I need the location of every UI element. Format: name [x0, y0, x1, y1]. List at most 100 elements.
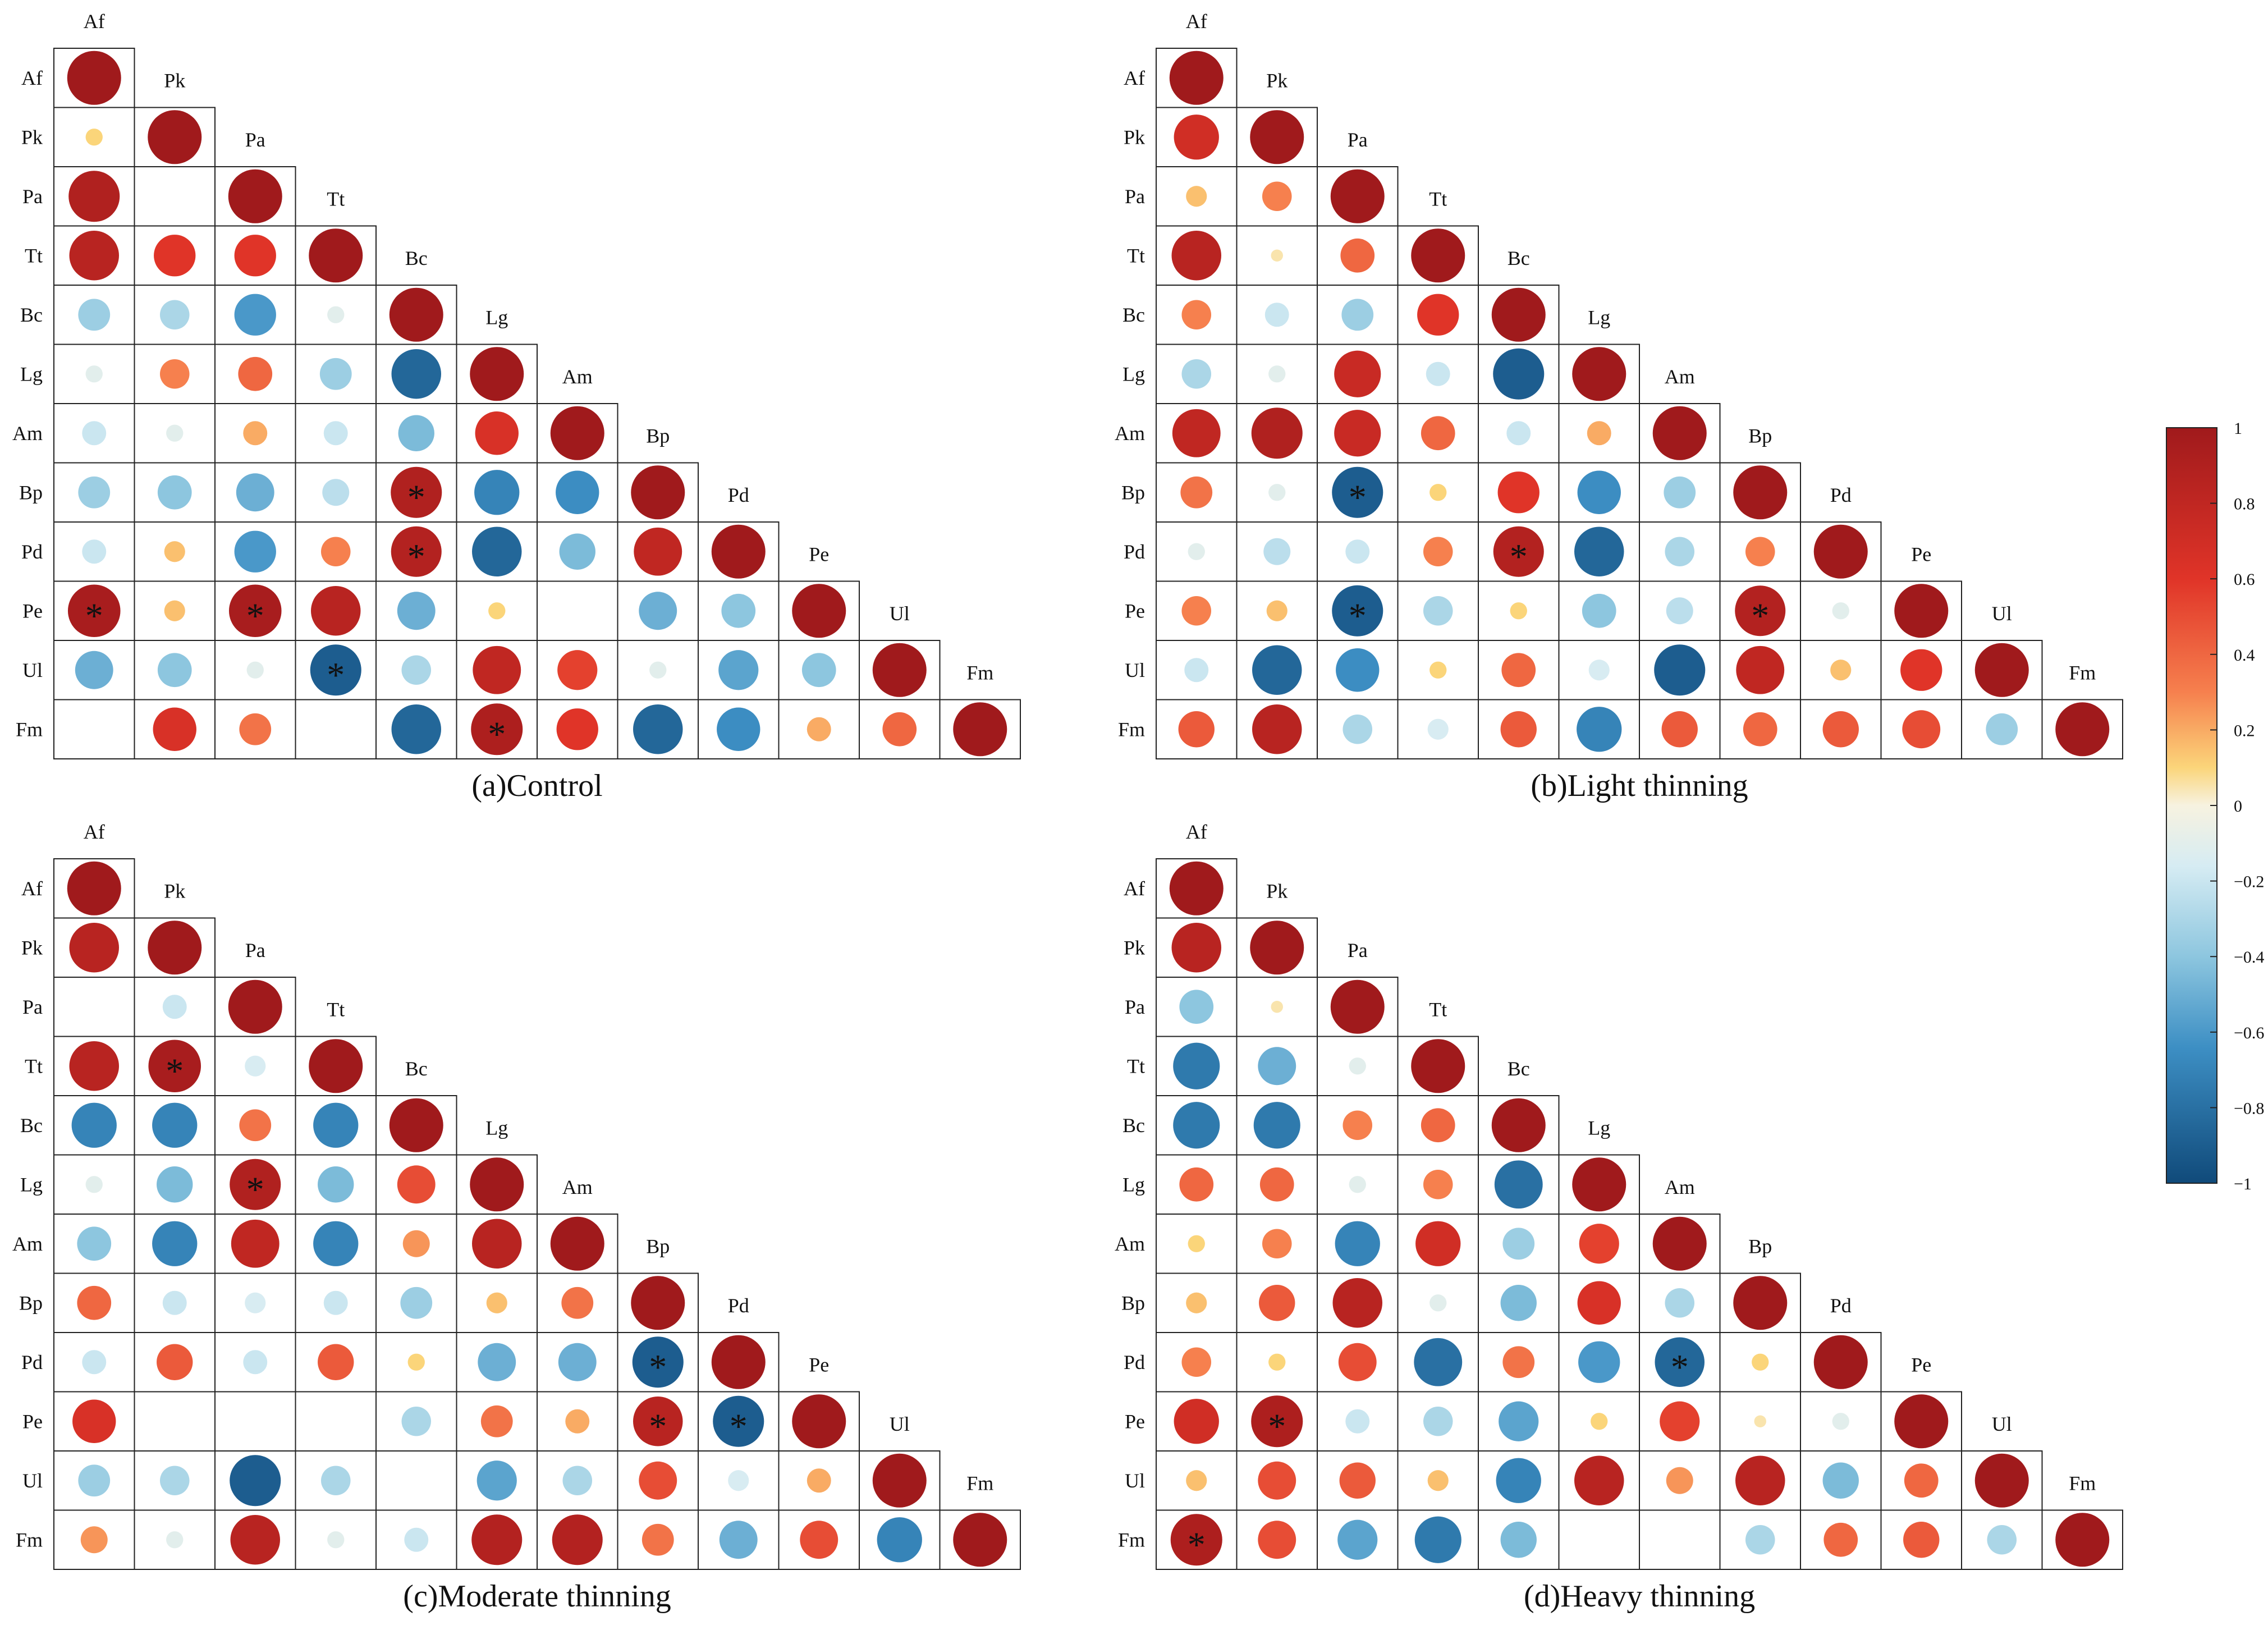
correlation-circle: [320, 537, 351, 567]
correlation-circle: [1743, 712, 1777, 747]
row-label: Lg: [20, 363, 43, 385]
correlation-circle: [475, 411, 519, 455]
correlation-circle: [1271, 249, 1283, 262]
correlation-circle: [1181, 1347, 1212, 1377]
row-label: Bp: [1121, 481, 1145, 503]
correlation-circle: [2055, 702, 2110, 757]
colorbar-tick-label: 0.2: [2234, 721, 2255, 740]
correlation-circle: [1900, 649, 1942, 691]
grid-cell: [214, 1391, 296, 1452]
row-label: Ul: [1125, 659, 1145, 681]
correlation-circle: [82, 539, 107, 564]
correlation-circle: [1340, 238, 1375, 273]
correlation-circle: [1253, 1102, 1300, 1149]
correlation-circle: [313, 1102, 359, 1148]
correlation-circle: [1655, 1337, 1705, 1388]
significance-marker: *: [166, 1051, 184, 1091]
grid-cell: [53, 699, 135, 759]
correlation-circle: [1411, 1039, 1465, 1093]
correlation-circle: [807, 1468, 831, 1493]
correlation-circle: [1423, 1169, 1453, 1199]
correlation-circle: [1986, 713, 2018, 745]
column-label: Fm: [2069, 662, 2096, 684]
correlation-circle: [1506, 421, 1531, 446]
correlation-circle: [1491, 1098, 1546, 1152]
correlation-circle: [792, 584, 846, 638]
significance-marker: *: [1268, 1406, 1286, 1446]
correlation-circle: [398, 415, 434, 451]
correlation-circle: [1423, 596, 1453, 626]
correlation-circle: [1427, 1470, 1449, 1491]
correlation-circle: [639, 1461, 677, 1500]
correlation-circle: [82, 421, 107, 446]
column-label: Lg: [485, 306, 508, 329]
correlation-circle: [157, 1344, 193, 1380]
grid-cell: [53, 977, 135, 1037]
correlation-circle: [633, 704, 683, 754]
correlation-circle: [1252, 645, 1302, 695]
correlation-circle: [1587, 421, 1611, 446]
grid-cell: [134, 1391, 216, 1452]
correlation-circle: [719, 1521, 758, 1559]
correlation-circle: [728, 1470, 749, 1491]
correlation-circle: [153, 707, 196, 751]
correlation-circle: [1429, 484, 1447, 501]
correlation-circle: [1258, 1461, 1296, 1500]
correlation-circle: [1258, 1047, 1296, 1086]
correlation-circle: [157, 653, 192, 688]
colorbar-tick-label: −1: [2234, 1175, 2252, 1193]
correlation-circle: [1666, 597, 1693, 625]
correlation-circle: [1493, 526, 1544, 577]
row-label: Bc: [1122, 304, 1145, 326]
row-label: Tt: [1127, 244, 1145, 267]
colorbar-tick-label: −0.2: [2234, 873, 2264, 891]
correlation-circle: [1186, 1470, 1207, 1491]
panel-title: (c)Moderate thinning: [403, 1579, 671, 1614]
row-label: Tt: [25, 244, 43, 267]
column-label: Fm: [966, 1472, 993, 1495]
correlation-circle: [245, 1055, 266, 1077]
correlation-circle: [1171, 922, 1222, 973]
correlation-circle: [1169, 861, 1224, 915]
correlation-circle: [471, 1514, 523, 1565]
correlation-circle: [327, 306, 345, 323]
row-label: Pa: [22, 996, 43, 1018]
correlation-circle: [473, 645, 521, 694]
panel-title: (d)Heavy thinning: [1524, 1579, 1755, 1614]
column-label: Pk: [1266, 880, 1288, 903]
correlation-circle: [1502, 1228, 1535, 1260]
correlation-circle: [85, 129, 103, 146]
row-label: Fm: [16, 718, 43, 740]
correlation-circle: [1832, 1413, 1849, 1430]
column-label: Af: [84, 821, 105, 843]
correlation-circle: [480, 1405, 513, 1437]
significance-marker: *: [1671, 1347, 1689, 1387]
correlation-circle: [1259, 1167, 1294, 1202]
significance-marker: *: [407, 477, 425, 517]
column-label: Fm: [966, 662, 993, 684]
correlation-circle: [565, 1409, 590, 1434]
correlation-circle: [78, 1464, 111, 1497]
column-label: Pa: [245, 129, 265, 151]
correlation-circle: [486, 1292, 507, 1313]
correlation-circle: [228, 979, 282, 1034]
correlation-circle: [239, 713, 272, 745]
correlation-circle: [1660, 1401, 1700, 1441]
correlation-circle: [1665, 1288, 1695, 1318]
correlation-circle: [159, 1466, 190, 1496]
correlation-circle: [953, 1513, 1007, 1567]
correlation-circle: [1974, 643, 2029, 697]
correlation-circle: [327, 1531, 345, 1549]
correlation-circle: [1262, 1229, 1292, 1259]
panel-b: Af Pk Pa Tt Bc Lg Am Bp Pd Pe Ul Fm Af Pk Pa Tt Bc Lg Am Bp…: [1115, 10, 2123, 803]
column-label: Pd: [728, 484, 749, 506]
column-label: Bp: [1748, 425, 1772, 447]
correlation-circle: [157, 475, 192, 510]
correlation-circle: [1170, 1514, 1222, 1566]
correlation-circle: [1341, 299, 1374, 331]
correlation-circle: [474, 470, 520, 515]
correlation-circle: [1180, 476, 1213, 509]
correlation-circle: [1252, 704, 1302, 754]
correlation-circle: [1736, 645, 1785, 694]
correlation-circle: [872, 643, 927, 697]
